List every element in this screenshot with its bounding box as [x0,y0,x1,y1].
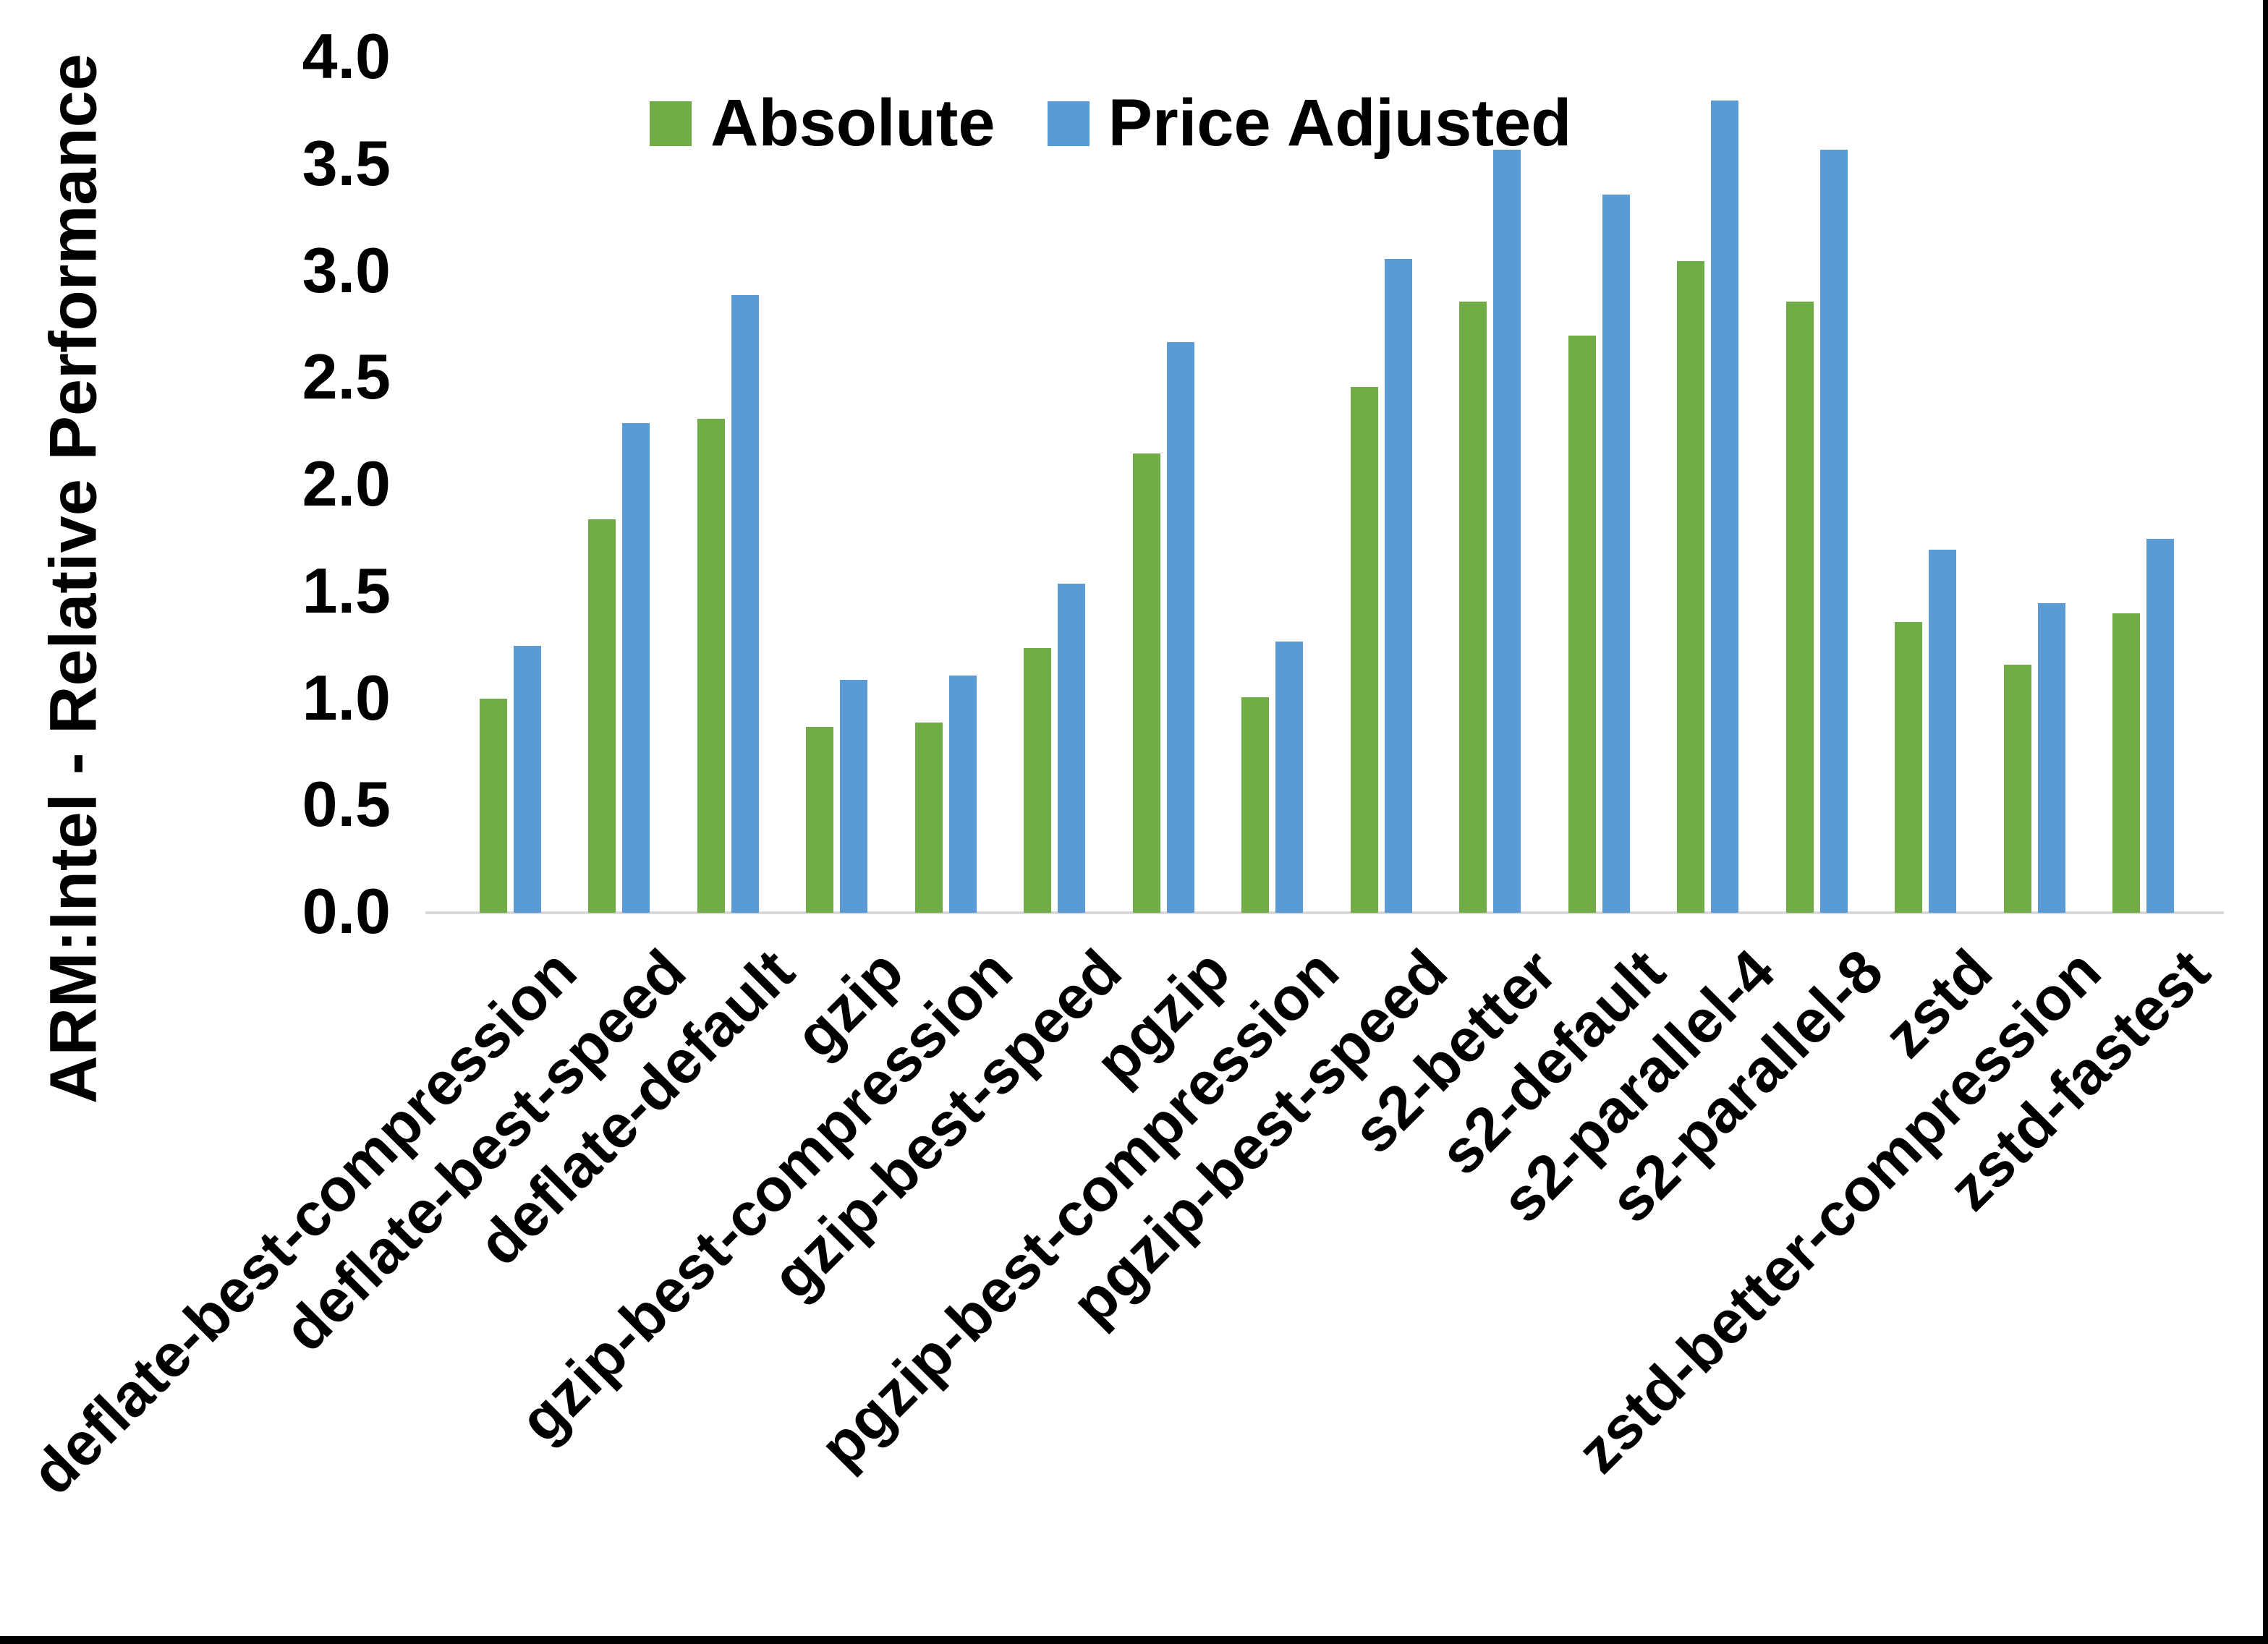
y-axis-tick-1.0: 1.0 [302,661,391,733]
y-axis-tick-0.0: 0.0 [302,874,391,947]
bar-absolute-gzip-best-compression [915,723,943,913]
bar-absolute-s2-better [1459,302,1487,913]
bar-absolute-zstd-better-compression [2004,665,2031,913]
bar-absolute-gzip [806,727,833,913]
bar-price-adjusted-pgzip-best-speed [1385,259,1412,913]
bar-absolute-s2-parallel-8 [1786,302,1814,913]
legend-swatch-absolute [650,101,692,146]
bar-price-adjusted-gzip-best-compression [949,676,977,913]
y-axis-tick-2.5: 2.5 [302,340,391,412]
bar-absolute-deflate-default [697,419,725,913]
bar-price-adjusted-zstd [1929,550,1956,913]
y-axis-tick-2.0: 2.0 [302,447,391,519]
bar-price-adjusted-pgzip-best-compression [1275,642,1303,913]
bar-price-adjusted-gzip [840,680,867,913]
y-axis-title: ARM:Intel - Relative Performance [36,54,111,1104]
legend-item-absolute: Absolute [650,85,995,161]
bar-absolute-deflate-best-compression [480,699,507,913]
legend-item-price-adjusted: Price Adjusted [1047,85,1572,161]
x-axis-line [425,911,2224,914]
legend-swatch-price-adjusted [1047,101,1090,146]
y-axis-tick-3.5: 3.5 [302,127,391,199]
bar-absolute-zstd-fastest [2112,613,2140,913]
legend: Absolute Price Adjusted [650,85,1571,161]
legend-label-price-adjusted: Price Adjusted [1108,86,1572,160]
bar-price-adjusted-gzip-best-speed [1058,584,1085,913]
y-axis-tick-4.0: 4.0 [302,20,391,92]
bar-absolute-pgzip [1133,453,1160,913]
bar-price-adjusted-s2-parallel-4 [1711,101,1738,913]
bar-price-adjusted-deflate-default [731,295,759,913]
bar-absolute-gzip-best-speed [1024,648,1051,913]
bar-absolute-zstd [1895,622,1922,913]
bar-absolute-pgzip-best-compression [1241,697,1269,913]
y-axis-tick-3.0: 3.0 [302,234,391,306]
y-axis-tick-0.5: 0.5 [302,767,391,840]
bar-price-adjusted-s2-parallel-8 [1820,150,1848,913]
bar-price-adjusted-zstd-better-compression [2038,603,2065,913]
bar-price-adjusted-zstd-fastest [2146,539,2174,913]
bar-absolute-pgzip-best-speed [1351,387,1378,913]
bar-absolute-deflate-best-speed [588,519,616,913]
bar-absolute-s2-default [1568,336,1596,913]
right-border [2263,0,2268,1644]
bar-absolute-s2-parallel-4 [1677,261,1704,913]
bar-price-adjusted-s2-better [1493,150,1521,913]
bar-price-adjusted-deflate-best-speed [622,423,650,913]
bottom-border [0,1636,2268,1644]
bar-price-adjusted-deflate-best-compression [514,646,541,913]
y-axis-tick-1.5: 1.5 [302,554,391,626]
bar-price-adjusted-pgzip [1167,342,1194,913]
legend-label-absolute: Absolute [710,86,995,160]
bar-price-adjusted-s2-default [1602,195,1630,913]
